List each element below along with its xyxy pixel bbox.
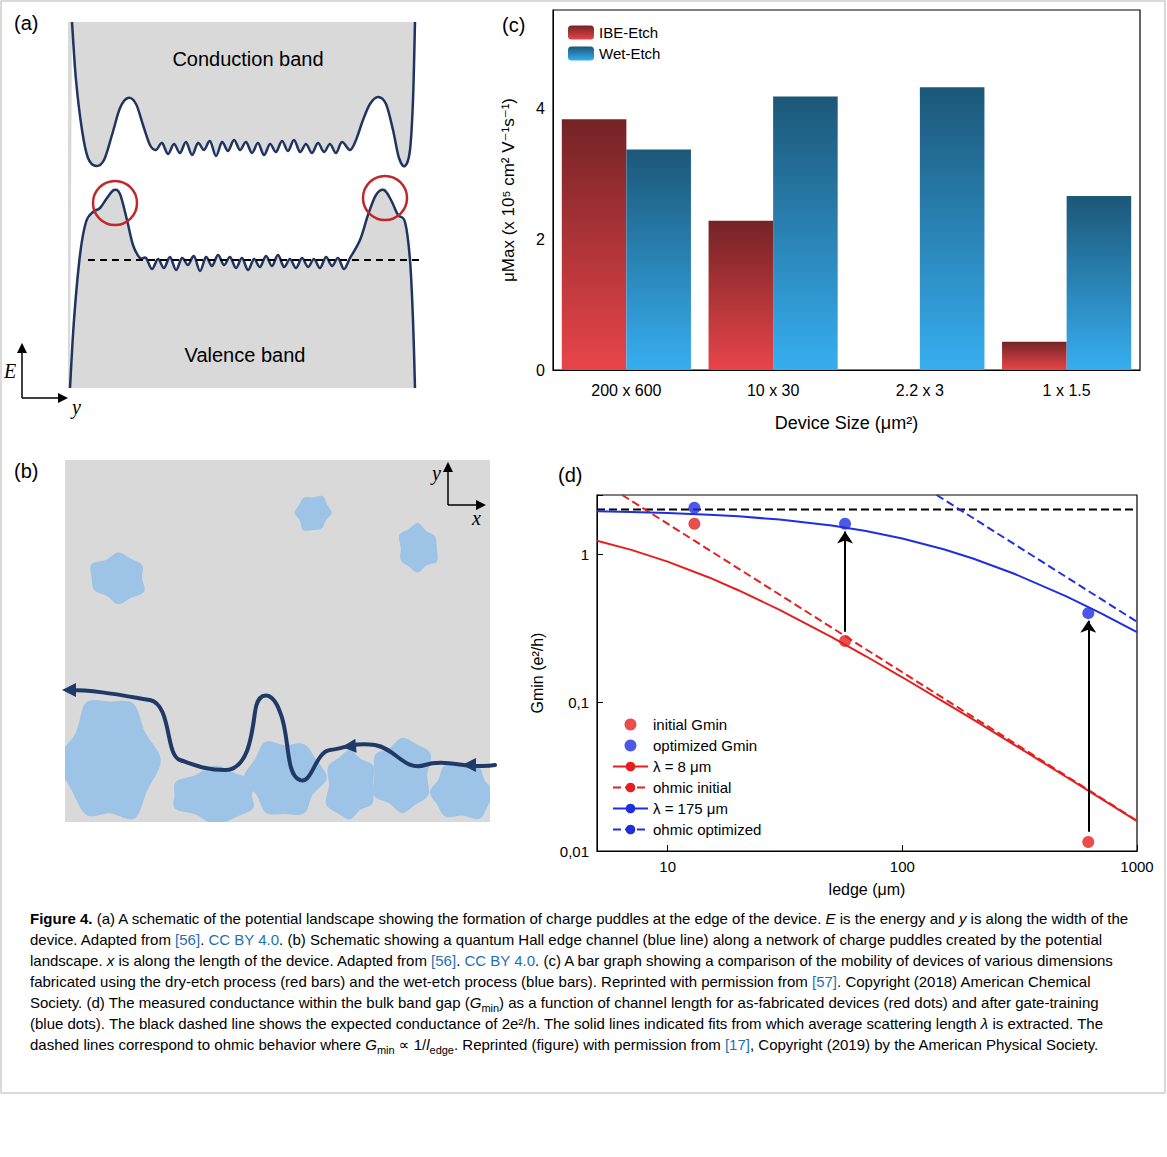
svg-text:0,1: 0,1 [568,694,589,711]
svg-text:(d): (d) [558,464,582,486]
svg-text:λ = 175 μm: λ = 175 μm [653,800,728,817]
svg-text:μMax (x 10⁵ cm² V⁻¹s⁻¹): μMax (x 10⁵ cm² V⁻¹s⁻¹) [499,98,518,282]
svg-text:λ = 8 μm: λ = 8 μm [653,758,711,775]
svg-text:y: y [70,396,81,419]
svg-text:Valence band: Valence band [185,344,306,366]
svg-text:Wet-Etch: Wet-Etch [599,45,660,62]
svg-text:IBE-Etch: IBE-Etch [599,24,658,41]
svg-text:2.2 x 3: 2.2 x 3 [896,382,944,399]
html-text:Figure 4. (a) A schematic of t: Figure 4. (a) A schematic of the potenti… [30,910,1129,1056]
svg-text:y: y [430,462,441,485]
svg-text:x: x [471,507,481,529]
svg-text:initial Gmin: initial Gmin [653,716,727,733]
svg-text:100: 100 [890,858,915,875]
svg-text:ohmic initial: ohmic initial [653,779,731,796]
svg-text:optimized Gmin: optimized Gmin [653,737,757,754]
svg-text:10 x 30: 10 x 30 [747,382,800,399]
svg-text:1000: 1000 [1120,858,1153,875]
svg-text:Gmin (e²/h): Gmin (e²/h) [529,633,546,714]
svg-text:(b): (b) [14,460,38,482]
svg-text:10: 10 [659,858,676,875]
svg-text:4: 4 [536,100,545,117]
svg-text:(c): (c) [502,14,525,36]
svg-text:0: 0 [536,362,545,379]
svg-text:Device Size (μm²): Device Size (μm²) [775,413,918,433]
svg-text:(a): (a) [14,12,38,34]
svg-text:200 x 600: 200 x 600 [591,382,661,399]
svg-text:2: 2 [536,231,545,248]
svg-text:0,01: 0,01 [560,843,589,860]
svg-text:1: 1 [581,546,589,563]
svg-text:E: E [3,360,16,382]
svg-text:Conduction band: Conduction band [172,48,323,70]
svg-text:ledge (μm): ledge (μm) [829,881,906,898]
svg-text:ohmic optimized: ohmic optimized [653,821,761,838]
svg-text:1 x 1.5: 1 x 1.5 [1043,382,1091,399]
